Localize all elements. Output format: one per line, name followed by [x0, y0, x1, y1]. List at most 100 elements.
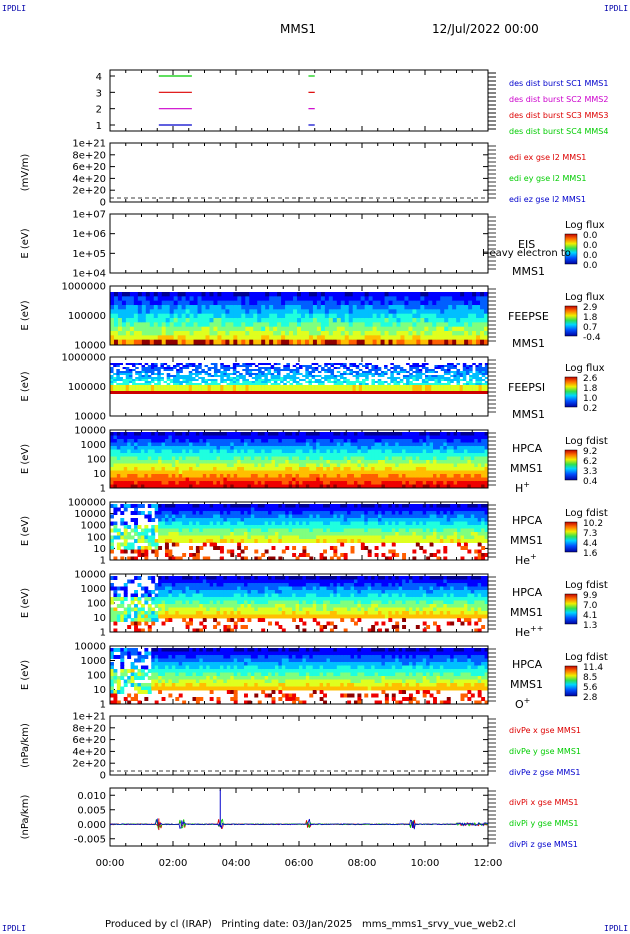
- spectrogram-cell: [311, 391, 316, 394]
- spectrogram-cell: [166, 379, 171, 381]
- spectrogram-cell: [444, 292, 449, 297]
- spectrogram-cell: [477, 456, 482, 461]
- spectrogram-cell: [440, 365, 445, 367]
- spectrogram-cell: [140, 456, 145, 461]
- spectrogram-cell: [392, 326, 398, 332]
- spectrogram-cell: [195, 463, 200, 468]
- spectrogram-cell: [164, 449, 169, 454]
- spectrogram-cell: [219, 474, 224, 478]
- spectrogram-cell: [350, 449, 355, 454]
- legend-entry: edi ex gse l2 MMS1: [509, 153, 586, 162]
- spectrogram-cell: [371, 449, 376, 454]
- spectrogram-cell: [390, 375, 394, 377]
- spectrogram-cell: [463, 432, 468, 436]
- spectrogram-cell: [372, 300, 378, 306]
- spectrogram-cell: [358, 391, 363, 394]
- spectrogram-cell: [402, 446, 407, 450]
- spectrogram-cell: [468, 309, 473, 315]
- spectrogram-cell: [368, 363, 372, 365]
- spectrogram-cell: [470, 456, 475, 461]
- spectrogram-cell: [452, 313, 457, 319]
- spectrogram-cell: [181, 331, 187, 336]
- spectrogram-cell: [381, 446, 386, 450]
- spectrogram-cell: [197, 335, 203, 341]
- spectrogram-cell: [440, 335, 445, 341]
- spectrogram-cell: [418, 377, 423, 379]
- spectrogram-cell: [233, 463, 238, 468]
- spectrogram-cell: [209, 477, 214, 482]
- spectrogram-cell: [153, 313, 159, 319]
- spectrogram-cell: [469, 377, 473, 379]
- spectrogram-cell: [405, 470, 410, 475]
- spectrogram-cell: [110, 442, 114, 447]
- spectrogram-cell: [439, 477, 444, 482]
- spectrogram-cell: [467, 456, 472, 461]
- spectrogram-cell: [157, 326, 163, 332]
- spectrogram-cell: [149, 331, 155, 336]
- spectrogram-cell: [399, 371, 404, 373]
- spectrogram-cell: [225, 313, 230, 319]
- spectrogram-cell: [277, 309, 282, 315]
- spectrogram-cell: [177, 335, 183, 341]
- spectrogram-cell: [128, 391, 133, 394]
- spectrogram-cell: [321, 369, 325, 371]
- spectrogram-cell: [481, 367, 486, 369]
- spectrogram-cell: [412, 335, 417, 341]
- spectrogram-cell: [429, 456, 434, 461]
- spectrogram-cell: [465, 371, 470, 373]
- spectrogram-cell: [392, 313, 398, 319]
- spectrogram-cell: [402, 467, 407, 471]
- spectrogram-cell: [171, 449, 176, 454]
- spectrogram-cell: [127, 442, 132, 447]
- spectrogram-cell: [447, 365, 451, 367]
- spectrogram-cell: [308, 381, 312, 383]
- spectrogram-cell: [374, 373, 379, 375]
- spectrogram-cell: [324, 377, 328, 379]
- spectrogram-cell: [448, 309, 453, 315]
- spectrogram-cell: [198, 385, 202, 391]
- spectrogram-cell: [278, 435, 283, 440]
- spectrogram-cell: [431, 385, 435, 391]
- spectrogram-cell: [195, 474, 200, 478]
- spectrogram-cell: [209, 474, 214, 478]
- spectrogram-cell: [333, 442, 338, 447]
- spectrogram-cell: [347, 435, 352, 440]
- spectrogram-cell: [151, 460, 156, 464]
- spectrogram-cell: [392, 296, 398, 302]
- spectrogram-cell: [324, 365, 328, 367]
- spectrogram-cell: [192, 467, 197, 471]
- spectrogram-cell: [160, 391, 164, 394]
- spectrogram-cell: [225, 322, 230, 328]
- spectrogram-cell: [127, 432, 132, 436]
- spectrogram-cell: [463, 484, 468, 489]
- spectrogram-cell: [209, 305, 215, 310]
- spectrogram-cell: [326, 453, 331, 457]
- spectrogram-cell: [419, 460, 424, 464]
- spectrogram-cell: [116, 373, 120, 375]
- spectrogram-cell: [474, 449, 479, 454]
- spectrogram-cell: [333, 470, 338, 475]
- spectrogram-cell: [153, 292, 159, 297]
- spectrogram-cell: [138, 385, 142, 391]
- spectrogram-cell: [120, 453, 125, 457]
- spectrogram-cell: [281, 292, 286, 297]
- spectrogram-cell: [138, 363, 142, 365]
- spectrogram-cell: [209, 331, 215, 336]
- spectrogram-cell: [120, 467, 125, 471]
- spectrogram-cell: [316, 331, 322, 336]
- spectrogram-cell: [317, 391, 322, 394]
- spectrogram-cell: [123, 484, 128, 489]
- spectrogram-cell: [129, 300, 135, 306]
- spectrogram-cell: [137, 446, 142, 450]
- spectrogram-cell: [480, 305, 485, 310]
- spectrogram-cell: [271, 456, 276, 461]
- spectrogram-cell: [412, 363, 416, 365]
- spectrogram-cell: [384, 463, 389, 468]
- spectrogram-cell: [362, 381, 366, 383]
- spectrogram-cell: [484, 446, 489, 450]
- spectrogram-cell: [175, 474, 180, 478]
- spectrogram-cell: [395, 449, 400, 454]
- spectrogram-cell: [309, 449, 314, 454]
- spectrogram-cell: [264, 381, 268, 383]
- spectrogram-cell: [247, 463, 252, 468]
